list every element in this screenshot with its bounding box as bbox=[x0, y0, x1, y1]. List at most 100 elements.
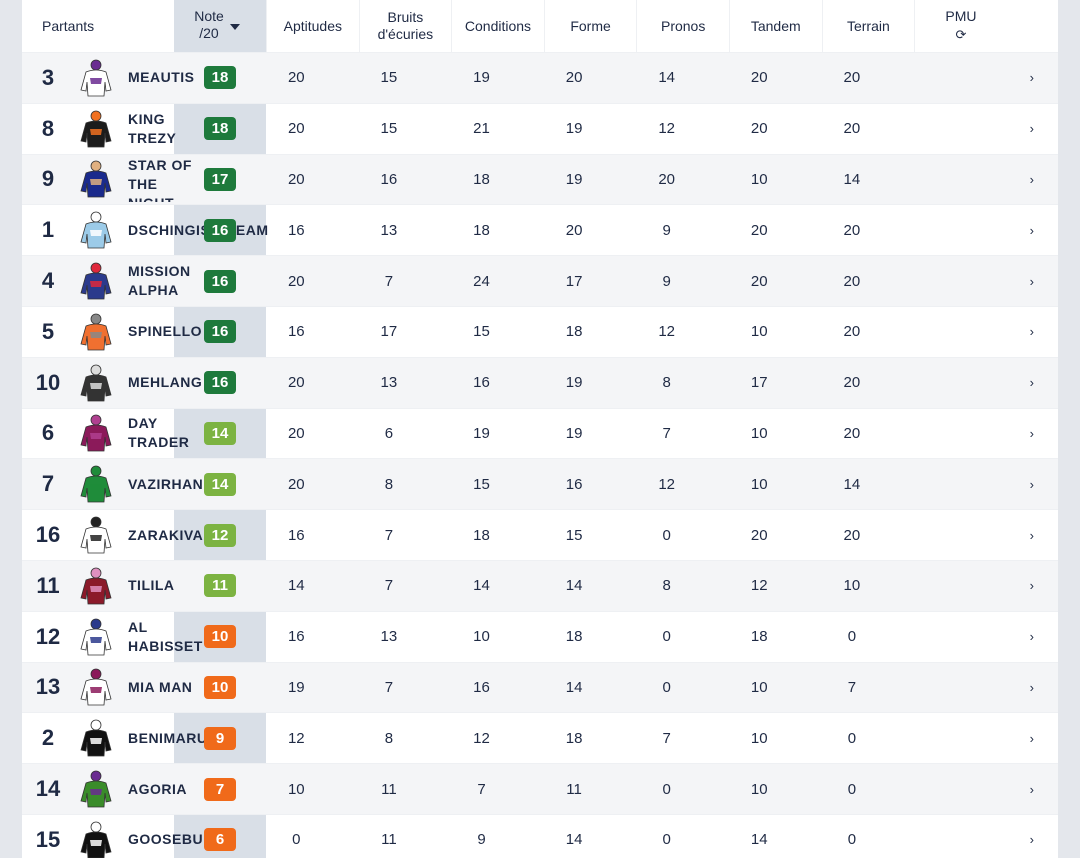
chevron-right-icon[interactable]: › bbox=[1029, 70, 1034, 86]
table-row[interactable]: 1 DSCHINGIS DREAM 16 16 13 18 20 9 20 20 › bbox=[22, 205, 1058, 257]
chevron-right-icon[interactable]: › bbox=[1029, 476, 1034, 492]
horse-name[interactable]: ZARAKIVA bbox=[128, 526, 204, 543]
horse-name[interactable]: MISSION ALPHA bbox=[128, 263, 191, 299]
pronos-value: 9 bbox=[662, 221, 671, 239]
header-terrain[interactable]: Terrain bbox=[821, 0, 915, 52]
horse-number: 6 bbox=[41, 420, 55, 446]
chevron-right-icon[interactable]: › bbox=[1029, 121, 1034, 137]
chevron-right-icon[interactable]: › bbox=[1029, 578, 1034, 594]
conditions-value: 14 bbox=[473, 577, 490, 595]
horse-name[interactable]: MEHLANG bbox=[128, 374, 203, 391]
horse-name[interactable]: DAY TRADER bbox=[128, 415, 190, 451]
terrain-value: 0 bbox=[847, 780, 857, 798]
horse-name[interactable]: AL HABISSET bbox=[128, 618, 203, 654]
chevron-right-icon[interactable]: › bbox=[1029, 527, 1034, 543]
chevron-right-icon[interactable]: › bbox=[1029, 679, 1034, 695]
conditions-value: 21 bbox=[473, 120, 490, 138]
bruits-value: 13 bbox=[380, 221, 398, 239]
terrain-value: 10 bbox=[843, 577, 861, 595]
table-row[interactable]: 13 MIA MAN 10 19 7 16 14 0 10 7 › bbox=[22, 662, 1058, 714]
table-row[interactable]: 6 DAY TRADER 14 20 6 19 19 7 10 20 › bbox=[22, 409, 1058, 460]
horse-number: 13 bbox=[35, 674, 61, 700]
table-row[interactable]: 14 AGORIA 7 10 11 7 11 0 10 0 › bbox=[22, 764, 1058, 815]
forme-value: 20 bbox=[565, 69, 583, 87]
table-row[interactable]: 9 STAR OF THE NIGHT 17 20 16 18 19 20 10 14 › bbox=[22, 154, 1058, 206]
header-pronos[interactable]: Pronos bbox=[636, 0, 729, 52]
conditions-value: 19 bbox=[473, 424, 490, 442]
terrain-value: 20 bbox=[843, 526, 861, 544]
sort-descending-icon[interactable] bbox=[230, 24, 240, 30]
header-partants[interactable]: Partants bbox=[22, 0, 174, 52]
aptitudes-value: 0 bbox=[292, 831, 301, 849]
chevron-right-icon[interactable]: › bbox=[1029, 629, 1034, 645]
aptitudes-value: 20 bbox=[287, 69, 305, 87]
horse-number: 8 bbox=[41, 115, 55, 141]
table-row[interactable]: 12 AL HABISSET 10 16 13 10 18 0 18 0 › bbox=[22, 612, 1058, 663]
refresh-icon[interactable]: ⟳ bbox=[955, 27, 967, 42]
chevron-right-icon[interactable]: › bbox=[1029, 832, 1034, 848]
terrain-value: 20 bbox=[843, 323, 861, 341]
header-aptitudes[interactable]: Aptitudes bbox=[266, 0, 359, 52]
horse-name[interactable]: BENIMARU bbox=[128, 729, 208, 746]
header-bruits[interactable]: Bruits d'écuries bbox=[358, 0, 452, 52]
bruits-value: 13 bbox=[380, 374, 398, 392]
horse-number: 4 bbox=[41, 268, 55, 294]
chevron-right-icon[interactable]: › bbox=[1029, 730, 1034, 746]
table-row[interactable]: 8 KING TREZY 18 20 15 21 19 12 20 20 › bbox=[22, 104, 1058, 155]
chevron-right-icon[interactable]: › bbox=[1029, 781, 1034, 797]
table-row[interactable]: 7 VAZIRHAN 14 20 8 15 16 12 10 14 › bbox=[22, 459, 1058, 511]
header-note[interactable]: Note /20 bbox=[174, 0, 266, 52]
table-row[interactable]: 2 BENIMARU 9 12 8 12 18 7 10 0 › bbox=[22, 713, 1058, 765]
forme-value: 20 bbox=[565, 221, 583, 239]
table-row[interactable]: 16 ZARAKIVA 12 16 7 18 15 0 20 20 › bbox=[22, 510, 1058, 561]
horse-name[interactable]: AGORIA bbox=[128, 780, 187, 797]
forme-value: 19 bbox=[565, 120, 583, 138]
header-bruits-label-1: Bruits bbox=[387, 9, 424, 25]
chevron-right-icon[interactable]: › bbox=[1029, 222, 1034, 238]
note-badge: 14 bbox=[204, 472, 236, 496]
bruits-value: 8 bbox=[384, 729, 394, 747]
horse-name[interactable]: MEAUTIS bbox=[128, 69, 195, 86]
chevron-right-icon[interactable]: › bbox=[1029, 324, 1034, 340]
chevron-right-icon[interactable]: › bbox=[1029, 171, 1034, 187]
header-forme-label: Forme bbox=[570, 17, 611, 34]
conditions-value: 18 bbox=[473, 170, 490, 188]
aptitudes-value: 20 bbox=[287, 475, 305, 493]
aptitudes-value: 20 bbox=[287, 272, 305, 290]
horse-number: 11 bbox=[36, 572, 60, 598]
horse-name[interactable]: STAR OF THE NIGHT bbox=[128, 157, 192, 202]
header-conditions[interactable]: Conditions bbox=[451, 0, 544, 52]
chevron-right-icon[interactable]: › bbox=[1029, 425, 1034, 441]
partants-table: Partants Note /20 Aptitudes Bruits d'écu… bbox=[22, 0, 1058, 858]
table-row[interactable]: 3 MEAUTIS 18 20 15 19 20 14 20 20 › bbox=[22, 53, 1058, 104]
jockey-silk-icon bbox=[74, 564, 118, 608]
table-row[interactable]: 10 MEHLANG 16 20 13 16 19 8 17 20 › bbox=[22, 357, 1058, 409]
jockey-silk-icon bbox=[74, 665, 118, 709]
horse-name[interactable]: SPINELLO bbox=[128, 323, 203, 340]
bruits-value: 16 bbox=[380, 170, 398, 188]
bruits-value: 6 bbox=[384, 424, 394, 442]
header-forme[interactable]: Forme bbox=[543, 0, 637, 52]
aptitudes-value: 12 bbox=[287, 729, 305, 747]
table-row[interactable]: 15 GOOSEBUMPS 6 0 11 9 14 0 14 0 › bbox=[22, 815, 1058, 858]
horse-number: 1 bbox=[41, 217, 55, 243]
pronos-value: 0 bbox=[662, 526, 671, 544]
pronos-value: 0 bbox=[662, 628, 671, 646]
conditions-value: 24 bbox=[473, 272, 490, 290]
horse-name[interactable]: TILILA bbox=[128, 577, 175, 594]
table-row[interactable]: 4 MISSION ALPHA 16 20 7 24 17 9 20 20 › bbox=[22, 256, 1058, 307]
table-row[interactable]: 5 SPINELLO 16 16 17 15 18 12 10 20 › bbox=[22, 307, 1058, 358]
table-body: 3 MEAUTIS 18 20 15 19 20 14 20 20 › 8 KING TREZY 18… bbox=[22, 53, 1058, 858]
chevron-right-icon[interactable]: › bbox=[1029, 375, 1034, 391]
header-tandem[interactable]: Tandem bbox=[728, 0, 822, 52]
note-badge: 11 bbox=[204, 574, 236, 598]
horse-name[interactable]: MIA MAN bbox=[128, 678, 193, 695]
note-badge: 10 bbox=[204, 675, 236, 699]
chevron-right-icon[interactable]: › bbox=[1029, 273, 1034, 289]
table-row[interactable]: 11 TILILA 11 14 7 14 14 8 12 10 › bbox=[22, 560, 1058, 612]
horse-name[interactable]: VAZIRHAN bbox=[128, 475, 204, 492]
conditions-value: 18 bbox=[473, 221, 490, 239]
horse-name[interactable]: KING TREZY bbox=[128, 110, 177, 146]
header-pmu[interactable]: PMU ⟳ bbox=[914, 0, 1007, 52]
horse-number: 16 bbox=[35, 522, 61, 548]
